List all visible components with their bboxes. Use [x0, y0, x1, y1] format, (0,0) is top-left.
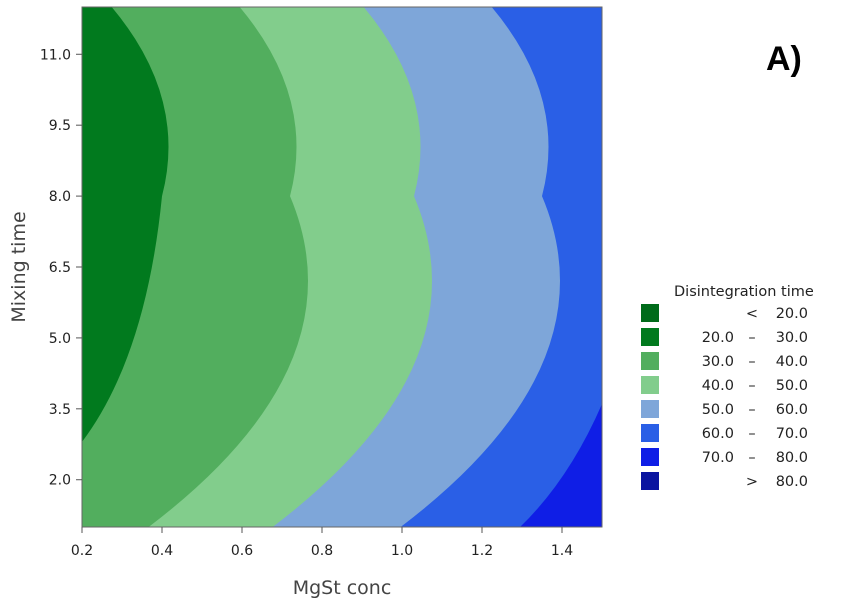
x-tick-label: 0.2 [71, 543, 93, 559]
legend-title: Disintegration time [674, 284, 814, 300]
legend-swatch [641, 472, 659, 490]
legend-range-high: 80.0 [776, 450, 808, 466]
legend-swatch [641, 400, 659, 418]
plot-area [82, 7, 602, 527]
legend-range-high: 60.0 [776, 402, 808, 418]
x-tick-label: 0.8 [311, 543, 333, 559]
legend-range-separator: – [748, 402, 755, 418]
legend-range-low: 20.0 [702, 330, 734, 346]
y-tick-label: 3.5 [49, 402, 71, 418]
legend-swatch [641, 328, 659, 346]
y-tick-label: 5.0 [49, 331, 71, 347]
legend-range-high: 70.0 [776, 426, 808, 442]
legend-range-low: 40.0 [702, 378, 734, 394]
legend-range-separator: – [748, 426, 755, 442]
legend-range-separator: – [748, 354, 755, 370]
legend-range-low: 30.0 [702, 354, 734, 370]
legend-range-low: 60.0 [702, 426, 734, 442]
legend-range-separator: – [748, 330, 755, 346]
legend-range-separator: > [746, 474, 758, 490]
y-tick-label: 9.5 [49, 118, 71, 134]
legend-range-low: 50.0 [702, 402, 734, 418]
x-tick-label: 0.4 [151, 543, 173, 559]
x-axis-title: MgSt conc [293, 577, 392, 599]
legend-range-separator: < [746, 306, 758, 322]
y-tick-label: 2.0 [49, 473, 71, 489]
contour-band-20-30 [82, 7, 169, 442]
legend-swatch [641, 304, 659, 322]
legend-range-high: 80.0 [776, 474, 808, 490]
legend-range-high: 20.0 [776, 306, 808, 322]
x-tick-label: 0.6 [231, 543, 253, 559]
x-tick-label: 1.4 [551, 543, 573, 559]
legend-swatch [641, 448, 659, 466]
legend-range-high: 50.0 [776, 378, 808, 394]
panel-label: A) [766, 40, 802, 78]
legend-range-high: 40.0 [776, 354, 808, 370]
y-axis: 2.0 3.5 5.0 6.5 8.0 9.5 11.0 [40, 47, 82, 489]
legend-range-high: 30.0 [776, 330, 808, 346]
y-tick-label: 8.0 [49, 189, 71, 205]
legend-swatch [641, 352, 659, 370]
legend: Disintegration time <20.020.0–30.030.0–4… [641, 284, 814, 490]
legend-range-low: 70.0 [702, 450, 734, 466]
legend-swatch [641, 376, 659, 394]
legend-range-separator: – [748, 450, 755, 466]
x-tick-label: 1.2 [471, 543, 493, 559]
x-axis: 0.2 0.4 0.6 0.8 1.0 1.2 1.4 [71, 527, 573, 559]
x-tick-label: 1.0 [391, 543, 413, 559]
y-tick-label: 11.0 [40, 47, 71, 63]
legend-swatch [641, 424, 659, 442]
y-tick-label: 6.5 [49, 260, 71, 276]
legend-range-separator: – [748, 378, 755, 394]
y-axis-title: Mixing time [8, 211, 30, 322]
